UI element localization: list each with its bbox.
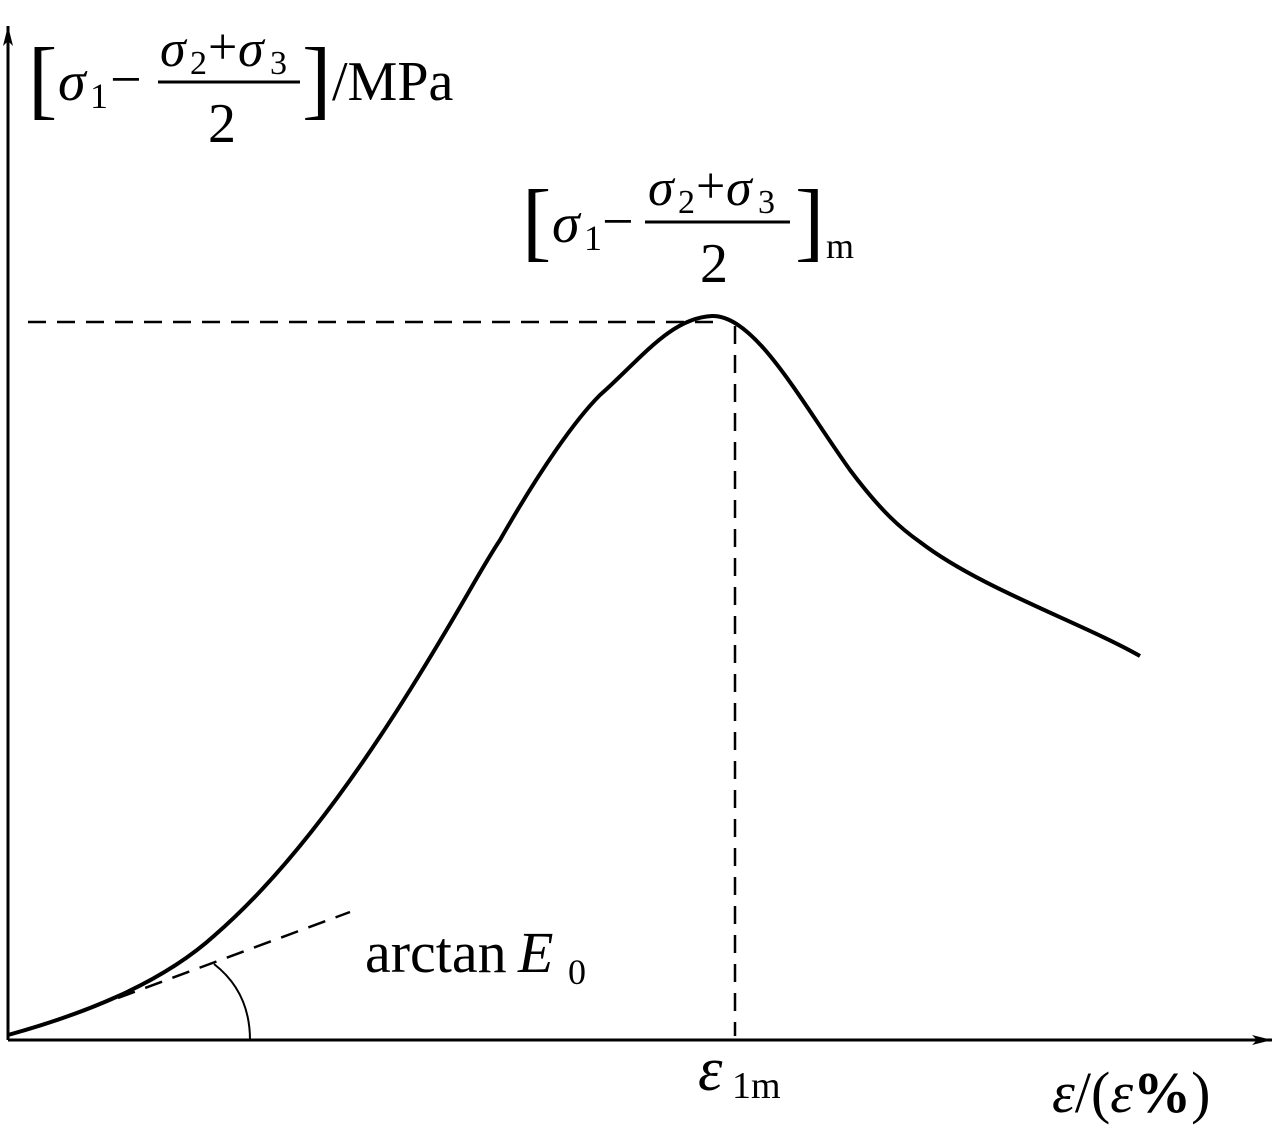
subscript: m bbox=[826, 226, 854, 266]
text: % bbox=[1133, 1060, 1191, 1125]
angle-arc bbox=[213, 963, 251, 1041]
symbol: ε bbox=[698, 1036, 723, 1104]
subscript: 0 bbox=[568, 952, 586, 992]
bracket: ] bbox=[795, 173, 824, 270]
operator: + bbox=[208, 19, 237, 76]
symbol: σ bbox=[160, 21, 188, 78]
unit: /MPa bbox=[332, 51, 453, 113]
subscript: 1 bbox=[90, 76, 108, 116]
subscript: 3 bbox=[758, 184, 775, 221]
operator: + bbox=[696, 158, 725, 215]
tangent-func: arctan bbox=[365, 920, 507, 985]
bracket: [ bbox=[28, 31, 57, 128]
symbol: σ bbox=[238, 21, 266, 78]
subscript: 1 bbox=[584, 218, 602, 258]
text: /( bbox=[1075, 1060, 1110, 1125]
stress-strain-curve bbox=[7, 313, 1141, 1037]
symbol: σ bbox=[58, 51, 88, 113]
subscript: 3 bbox=[270, 45, 287, 82]
operator: − bbox=[602, 191, 634, 253]
denominator: 2 bbox=[208, 93, 236, 155]
tangent-line bbox=[117, 910, 351, 1000]
bracket: [ bbox=[522, 173, 551, 270]
subscript: 2 bbox=[678, 184, 695, 221]
subscript: 1m bbox=[732, 1065, 781, 1107]
operator: − bbox=[110, 49, 142, 111]
symbol: ε bbox=[1052, 1060, 1075, 1125]
symbol: σ bbox=[552, 193, 582, 255]
symbol: ε bbox=[1110, 1060, 1133, 1125]
symbol: σ bbox=[726, 160, 754, 217]
denominator: 2 bbox=[700, 233, 728, 295]
subscript: 2 bbox=[190, 45, 207, 82]
text: ) bbox=[1191, 1060, 1210, 1125]
symbol: σ bbox=[648, 160, 676, 217]
bracket: ] bbox=[302, 31, 331, 128]
symbol: E bbox=[517, 920, 553, 985]
x-axis-label: ε/(ε%) bbox=[1052, 1060, 1210, 1125]
